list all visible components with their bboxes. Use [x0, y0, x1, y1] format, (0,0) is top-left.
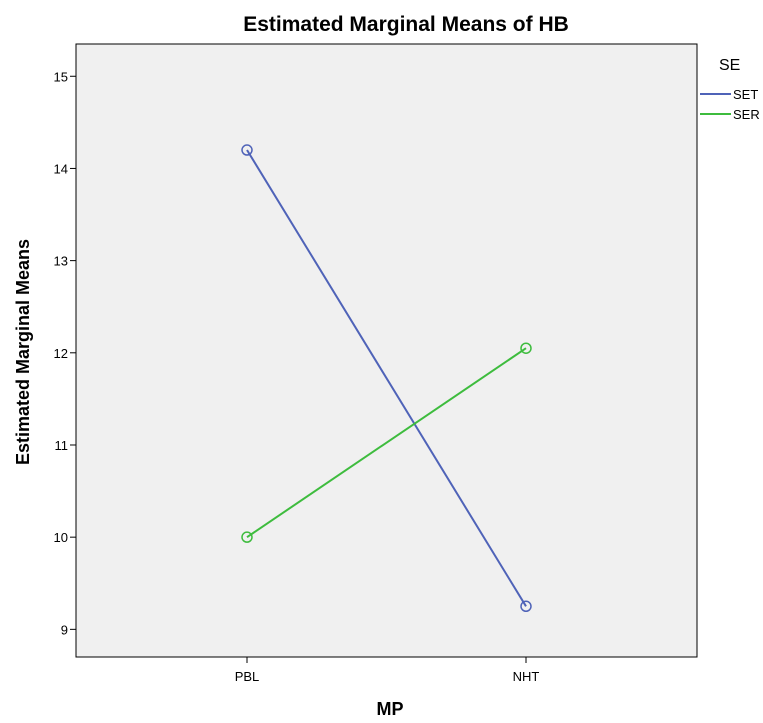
series-layer [241, 144, 532, 613]
series-line-ser [246, 347, 527, 538]
y-tick-label: 14 [54, 161, 68, 176]
data-point-set [241, 144, 253, 156]
y-tick-label: 10 [54, 530, 68, 545]
series-line-set [246, 149, 527, 607]
y-tick-label: 15 [54, 69, 68, 84]
x-tick-label: NHT [513, 669, 540, 684]
y-tick-label: 12 [54, 346, 68, 361]
y-tick-label: 11 [55, 438, 69, 453]
x-tick-label: PBL [235, 669, 260, 684]
plot-area [75, 43, 698, 658]
y-axis: 9 10 11 12 13 14 15 [54, 69, 76, 637]
data-point-ser [520, 342, 532, 354]
y-tick-label: 9 [61, 622, 68, 637]
y-tick-label: 13 [54, 254, 68, 269]
legend-item-label: SER [733, 107, 760, 122]
x-axis: PBL NHT [235, 657, 540, 684]
data-point-set [520, 600, 532, 613]
legend-item-label: SET [733, 87, 758, 102]
legend: SE SET SER [700, 57, 760, 122]
legend-title: SE [719, 57, 740, 74]
x-axis-label: MP [377, 699, 404, 719]
y-axis-label: Estimated Marginal Means [13, 239, 33, 465]
chart-title: Estimated Marginal Means of HB [243, 13, 569, 36]
data-point-ser [241, 531, 253, 543]
